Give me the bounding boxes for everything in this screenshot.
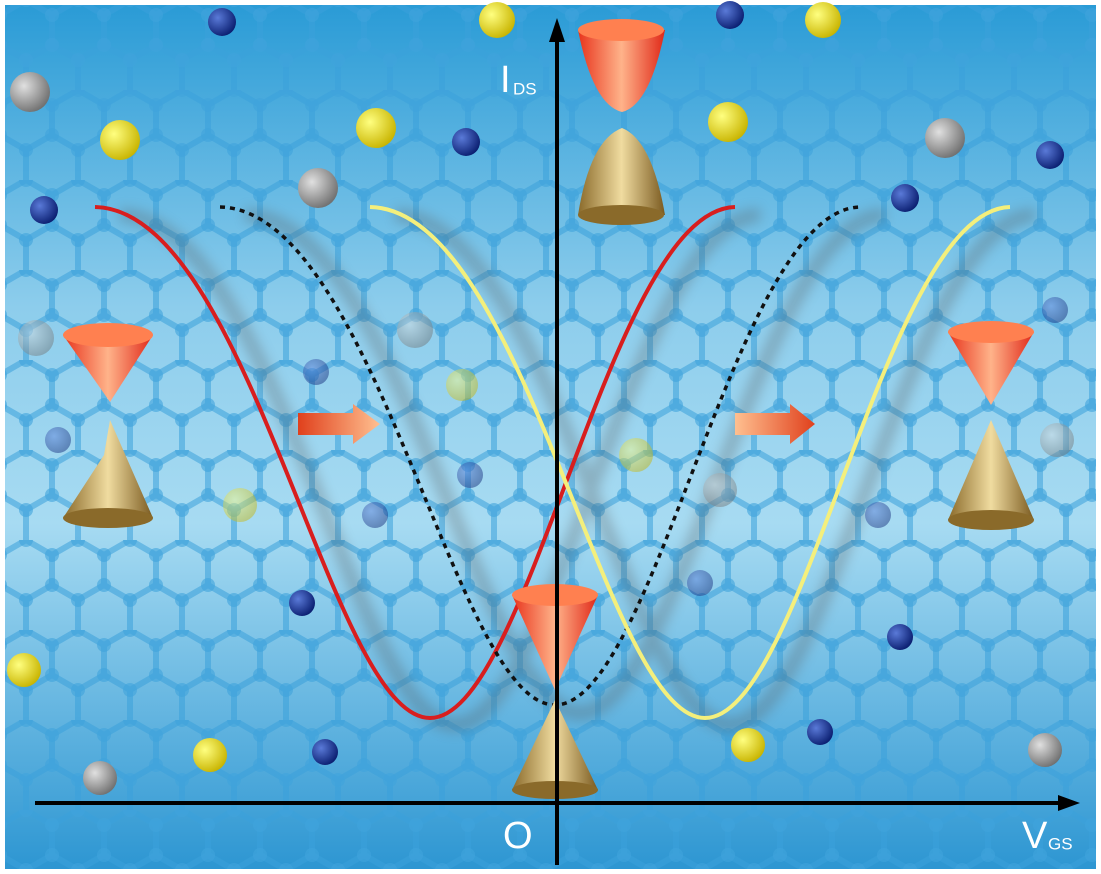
origin-label: O: [503, 815, 533, 857]
x-label-main: V: [1022, 815, 1048, 857]
y-label-main: I: [500, 59, 511, 101]
illustration: I DS O V GS: [0, 0, 1101, 874]
x-label-sub: GS: [1048, 834, 1073, 853]
y-label-sub: DS: [513, 79, 537, 98]
